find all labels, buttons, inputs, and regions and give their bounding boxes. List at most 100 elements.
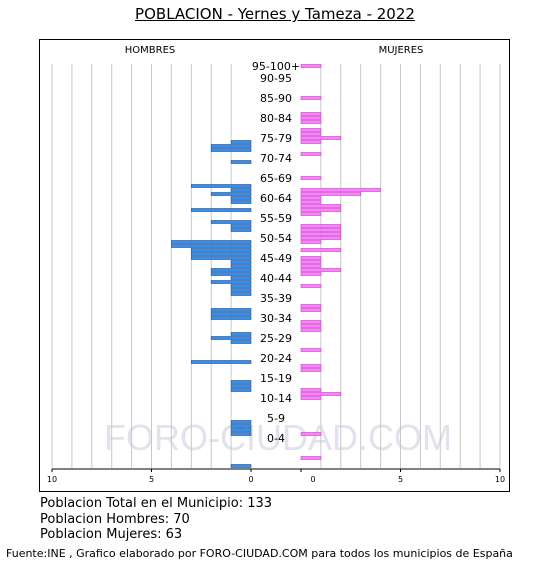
bar-hombres-age-69 (230, 188, 252, 192)
age-label: 60-64 (260, 192, 292, 205)
bar-hombres-age-43 (230, 292, 252, 296)
age-label: 5-9 (267, 412, 285, 425)
chart-title: POBLACION - Yernes y Tameza - 2022 (135, 5, 415, 23)
x-tick-label: 0 (310, 475, 315, 484)
age-label: 35-39 (260, 292, 292, 305)
age-label: 85-90 (260, 92, 292, 105)
population-pyramid-chart: FORO-CIUDAD.COM 95-100+90-95 85-90 80-84 75… (47, 45, 505, 484)
bar-mujeres-age-63 (300, 212, 322, 216)
bar-mujeres-age-84 (300, 128, 322, 132)
x-tick-label: 10 (495, 475, 505, 484)
bar-hombres-age-21 (230, 380, 252, 384)
bar-hombres-age-31 (230, 340, 252, 344)
bar-hombres-age-51 (230, 260, 252, 264)
bar-mujeres-age-88 (300, 112, 322, 116)
bar-mujeres-age-18 (300, 392, 342, 396)
bar-mujeres-age-64 (300, 208, 342, 212)
bar-mujeres-age-8 (300, 432, 322, 436)
age-labels: 95-100+90-95 85-90 80-84 75-79 70-74 65-69 60-… (252, 60, 300, 445)
bar-mujeres-age-51 (300, 260, 322, 264)
x-ticks: 10 5 0 5 10 0 (47, 469, 505, 484)
bar-mujeres-age-54 (300, 248, 342, 252)
age-label: 0-4 (267, 432, 285, 445)
bar-mujeres-age-45 (300, 284, 322, 288)
bar-mujeres-age-66 (300, 200, 322, 204)
bar-mujeres-age-67 (300, 196, 322, 200)
bar-hombres-age-52 (191, 256, 252, 260)
bar-mujeres-age-19 (300, 388, 322, 392)
bar-mujeres-age-86 (300, 120, 322, 124)
bar-mujeres-age-24 (300, 368, 322, 372)
age-label: 20-24 (260, 352, 292, 365)
bar-hombres-age-39 (210, 308, 252, 312)
bar-mujeres-age-72 (300, 176, 322, 180)
bar-mujeres-age-59 (300, 228, 342, 232)
bar-hombres-age-59 (230, 228, 252, 232)
bar-mujeres-age-68 (300, 192, 362, 196)
chart-frame: FORO-CIUDAD.COM 95-100+ 90-95 85-90 80-84 75… (39, 39, 510, 492)
bar-hombres-age-0 (230, 464, 252, 468)
bar-mujeres-age-17 (300, 396, 322, 400)
age-label: 30-34 (260, 312, 292, 325)
bar-hombres-age-44 (230, 288, 252, 292)
age-label: 90-95 (260, 72, 292, 85)
bar-hombres-age-67 (230, 196, 252, 200)
age-label: 45-49 (260, 252, 292, 265)
age-label: 40-44 (260, 272, 292, 285)
bar-hombres-age-50 (230, 264, 252, 268)
bar-mujeres-age-83 (300, 132, 322, 136)
stat-women: Poblacion Mujeres: 63 (40, 527, 183, 542)
bar-mujeres-age-2 (300, 456, 322, 460)
bar-mujeres-age-81 (300, 140, 322, 144)
bar-mujeres-age-57 (300, 236, 342, 240)
bar-mujeres-age-40 (300, 304, 322, 308)
age-label: 80-84 (260, 112, 292, 125)
bar-mujeres-age-48 (300, 272, 322, 276)
bar-hombres-age-38 (210, 312, 252, 316)
header-hombres: HOMBRES (125, 45, 176, 56)
bar-hombres-age-81 (230, 140, 252, 144)
bar-hombres-age-66 (230, 200, 252, 204)
bar-mujeres-age-34 (300, 328, 322, 332)
header-mujeres: MUJERES (379, 45, 424, 56)
bar-hombres-age-55 (171, 244, 252, 248)
bar-mujeres-age-25 (300, 364, 322, 368)
bar-mujeres-age-78 (300, 152, 322, 156)
bar-hombres-age-60 (230, 224, 252, 228)
source-note: Fuente:INE , Grafico elaborado por FORO-… (6, 547, 513, 560)
age-label: 55-59 (260, 212, 292, 225)
bar-mujeres-age-92 (300, 96, 322, 100)
stat-men: Poblacion Hombres: 70 (40, 512, 190, 527)
bar-hombres-age-47 (230, 276, 252, 280)
bars (171, 64, 381, 468)
grid (51, 64, 501, 468)
bar-hombres-age-8 (230, 432, 252, 436)
bar-hombres-age-56 (171, 240, 252, 244)
bar-hombres-age-64 (191, 208, 252, 212)
age-label: 15-19 (260, 372, 292, 385)
bar-hombres-age-49 (210, 268, 252, 272)
bar-mujeres-age-58 (300, 232, 342, 236)
bar-mujeres-age-29 (300, 348, 322, 352)
bar-mujeres-age-100 (300, 64, 322, 68)
bar-hombres-age-11 (230, 420, 252, 424)
bar-hombres-age-33 (230, 332, 252, 336)
bar-hombres-age-20 (230, 384, 252, 388)
bar-mujeres-age-52 (300, 256, 322, 260)
x-tick-label: 5 (149, 475, 154, 484)
age-label: 10-14 (260, 392, 292, 405)
watermark: FORO-CIUDAD.COM (104, 417, 452, 458)
bar-mujeres-age-65 (300, 204, 342, 208)
bar-hombres-age-76 (230, 160, 252, 164)
stat-total: Poblacion Total en el Municipio: 133 (40, 496, 273, 511)
age-label: 25-29 (260, 332, 292, 345)
bar-mujeres-age-87 (300, 116, 322, 120)
x-tick-label: 0 (248, 475, 253, 484)
bar-hombres-age-19 (230, 388, 252, 392)
age-label: 50-54 (260, 232, 292, 245)
bar-hombres-age-54 (191, 248, 252, 252)
bar-hombres-age-68 (210, 192, 252, 196)
age-label: 70-74 (260, 152, 292, 165)
bar-mujeres-age-50 (300, 264, 322, 268)
bar-mujeres-age-69 (300, 188, 381, 192)
